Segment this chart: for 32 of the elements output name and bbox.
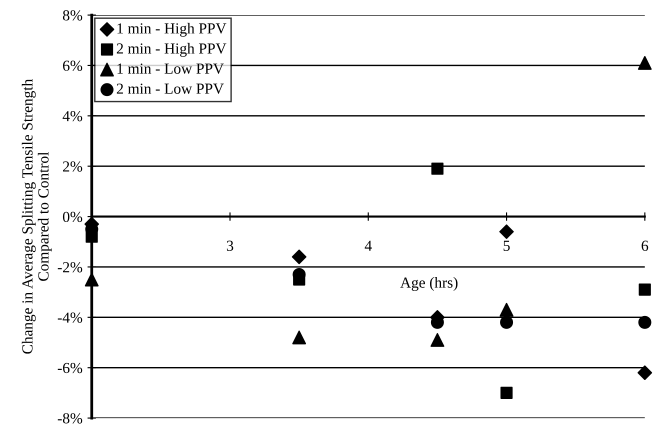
y-tick-label: -2% (58, 262, 82, 272)
point (500, 316, 514, 329)
legend-label: 1 min - Low PPV (118, 64, 224, 74)
legend-label: 2 min - Low PPV (116, 84, 224, 94)
point (638, 316, 652, 329)
x-tick-label: 5 (504, 240, 510, 251)
y-tick-label: 4% (62, 110, 82, 122)
point (500, 302, 514, 317)
legend-label: 2 min - High PPV (116, 42, 226, 57)
y-tick-label: 2% (63, 161, 82, 172)
y-tick-label: 8% (62, 10, 82, 21)
legend-label: 1 min - High PPV (118, 22, 226, 37)
point (292, 330, 306, 344)
point (499, 224, 514, 239)
point (500, 386, 513, 399)
x-axis-title: Age (hrs) (400, 277, 458, 291)
point (638, 284, 651, 296)
y-axis-title: Change in Average Splitting Tensile Strength Compared to Control (22, 79, 52, 354)
y-tick-label: 6% (63, 60, 82, 71)
point (638, 365, 652, 380)
y-tick-label: 0% (62, 212, 82, 222)
point (638, 56, 652, 70)
point (431, 162, 444, 175)
y-tick-label: -6% (58, 362, 82, 374)
point (430, 333, 444, 347)
y-tick-label: -4% (58, 312, 82, 323)
point (292, 250, 306, 264)
x-tick-label: 3 (226, 240, 234, 251)
x-tick-label: 6 (642, 240, 648, 251)
point (84, 272, 99, 286)
y-tick-label: -8% (58, 413, 82, 424)
x-tick-label: 4 (364, 240, 372, 251)
